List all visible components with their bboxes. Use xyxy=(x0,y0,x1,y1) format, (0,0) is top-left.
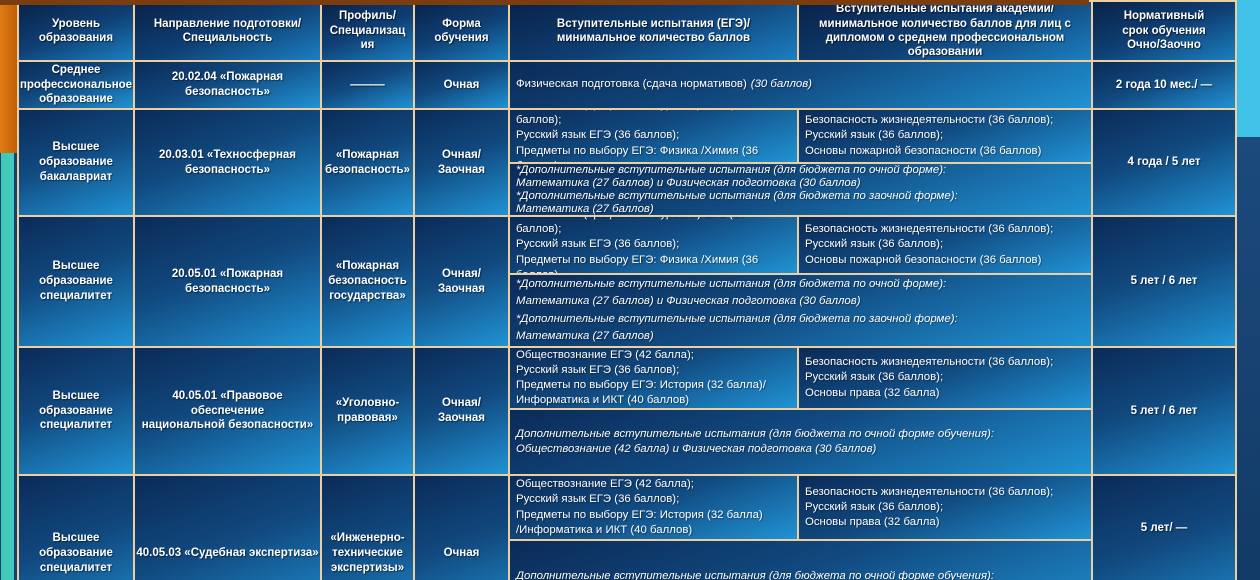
exams-merged-cell: Физическая подготовка (сдача нормативов)… xyxy=(510,62,1091,108)
academy-exams-cell: Безопасность жизнедеятельности (36 балло… xyxy=(799,217,1091,273)
duration-cell: 5 лет/ — xyxy=(1093,476,1235,580)
left-accent-bar-teal xyxy=(1,153,14,580)
level-cell: Высшее образование специалитет xyxy=(19,476,133,580)
profile-cell: «Уголовно- правовая» xyxy=(322,348,413,474)
ege-exams-cell: Математика (профильного уровня) ЕГЭ (27 … xyxy=(510,110,797,162)
profile-cell: «Инженерно- технические экспертизы» xyxy=(322,476,413,580)
profile-cell: ——— xyxy=(322,62,413,108)
form-cell: Очная xyxy=(415,476,508,580)
profile-cell: «Пожарная безопасность» xyxy=(322,110,413,215)
header-col-level: Уровень образования xyxy=(19,2,133,60)
right-background-navy-block xyxy=(1237,137,1260,580)
ege-exams-cell: Обществознание ЕГЭ (42 балла); Русский я… xyxy=(510,348,797,408)
code-cell: 40.05.03 «Судебная экспертиза» xyxy=(135,476,320,580)
code-cell: 20.05.01 «Пожарная безопасность» xyxy=(135,217,320,346)
header-col-academy-exams: Вступительные испытания академии/ минима… xyxy=(799,2,1091,60)
header-col-form: Форма обучения xyxy=(415,2,508,60)
left-accent-bar-orange xyxy=(0,0,17,153)
ege-exams-cell: Математика (профильного уровня) ЕГЭ (27 … xyxy=(510,217,797,273)
code-cell: 20.02.04 «Пожарная безопасность» xyxy=(135,62,320,108)
form-cell: Очная/ Заочная xyxy=(415,110,508,215)
profile-cell: «Пожарная безопасность государства» xyxy=(322,217,413,346)
code-cell: 20.03.01 «Техносферная безопасность» xyxy=(135,110,320,215)
header-col-ege-exams: Вступительные испытания (ЕГЭ)/ минимальн… xyxy=(510,2,797,60)
header-col-profile: Профиль/ Специализац ия xyxy=(322,2,413,60)
ege-exams-cell: Обществознание ЕГЭ (42 балла); Русский я… xyxy=(510,476,797,539)
duration-cell: 5 лет / 6 лет xyxy=(1093,348,1235,474)
academy-exams-cell: Безопасность жизнедеятельности (36 балло… xyxy=(799,476,1091,539)
header-col-duration: Нормативный срок обучения Очно/Заочно xyxy=(1093,2,1235,60)
additional-exams-cell: *Дополнительные вступительные испытания … xyxy=(510,164,1091,215)
academy-exams-cell: Безопасность жизнедеятельности (36 балло… xyxy=(799,110,1091,162)
code-cell: 40.05.01 «Правовое обеспечение националь… xyxy=(135,348,320,474)
exam-points: (30 баллов) xyxy=(750,78,812,91)
duration-cell: 5 лет / 6 лет xyxy=(1093,217,1235,346)
form-cell: Очная xyxy=(415,62,508,108)
header-col-specialty: Направление подготовки/ Специальность xyxy=(135,2,320,60)
top-accent-bar xyxy=(0,0,1089,5)
additional-exams-cell: Дополнительные вступительные испытания (… xyxy=(510,410,1091,474)
level-cell: Высшее образование бакалавриат xyxy=(19,110,133,215)
level-cell: Высшее образование специалитет xyxy=(19,217,133,346)
additional-exams-cell: *Дополнительные вступительные испытания … xyxy=(510,275,1091,346)
form-cell: Очная/ Заочная xyxy=(415,217,508,346)
additional-exams-cell: Дополнительные вступительные испытания (… xyxy=(510,541,1091,580)
level-cell: Среднее профессиональное образование xyxy=(19,62,133,108)
academy-exams-cell: Безопасность жизнедеятельности (36 балло… xyxy=(799,348,1091,408)
programs-table: Уровень образования Направление подготов… xyxy=(17,0,1237,580)
duration-cell: 4 года / 5 лет xyxy=(1093,110,1235,215)
duration-cell: 2 года 10 мес./ — xyxy=(1093,62,1235,108)
exam-text: Физическая подготовка (сдача нормативов) xyxy=(516,78,747,91)
right-background-cyan-block xyxy=(1237,0,1260,137)
level-cell: Высшее образование специалитет xyxy=(19,348,133,474)
form-cell: Очная/ Заочная xyxy=(415,348,508,474)
